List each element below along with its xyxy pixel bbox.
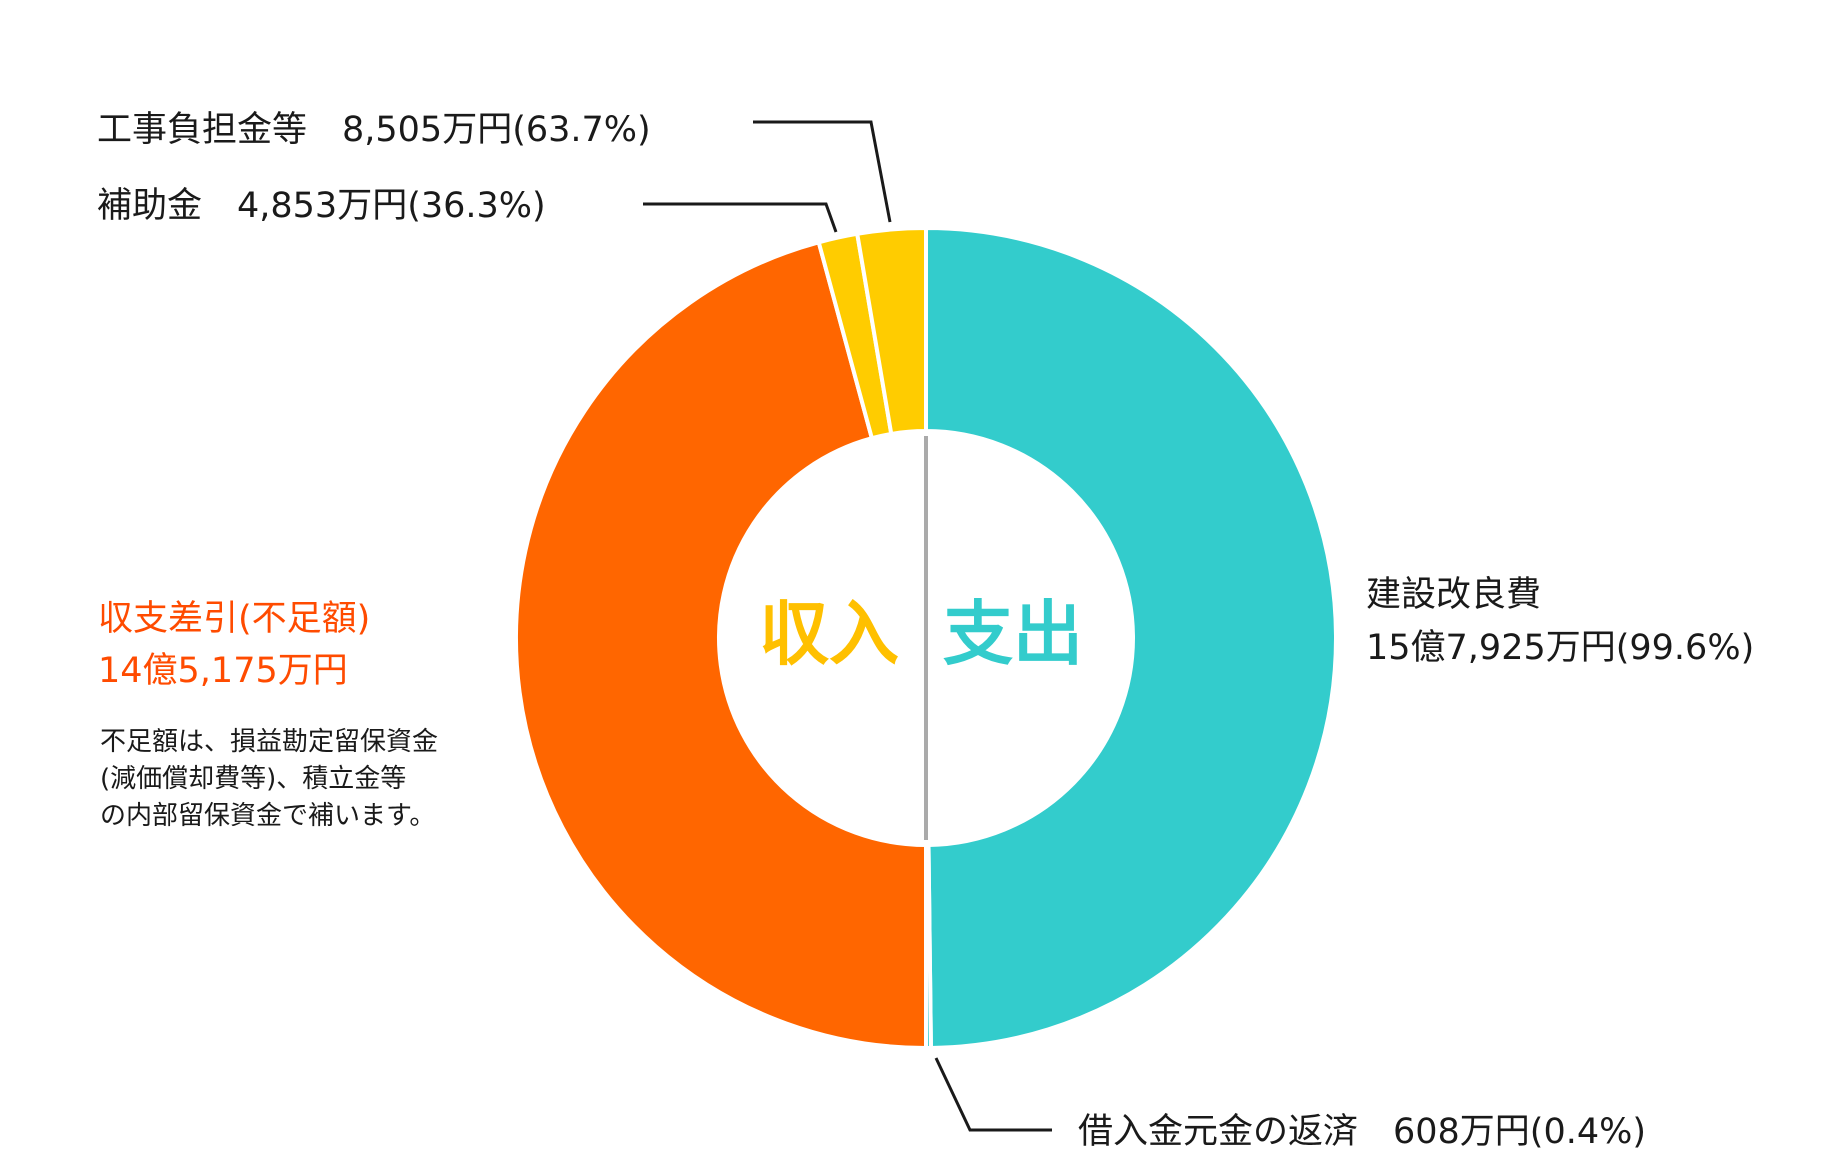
leader-line-subsidy bbox=[643, 202, 838, 233]
label-subsidy: 補助金 4,853万円(36.3%) bbox=[97, 186, 546, 226]
label-deficit-title: 収支差引(不足額) bbox=[98, 599, 370, 639]
leader-line-construction-burden bbox=[753, 120, 892, 223]
note-line-1: 不足額は、損益勘定留保資金 bbox=[100, 727, 438, 757]
label-construction-cost-title: 建設改良費 bbox=[1366, 575, 1541, 615]
label-construction-burden: 工事負担金等 8,505万円(63.7%) bbox=[97, 110, 651, 150]
donut-slices bbox=[514, 225, 1338, 1051]
leader-line-loan-repayment bbox=[934, 1057, 1052, 1132]
slice-construction-burden bbox=[854, 225, 928, 437]
slice-deficit bbox=[514, 239, 928, 1051]
note-line-3: の内部留保資金で補います。 bbox=[100, 801, 435, 831]
label-deficit-value: 14億5,175万円 bbox=[98, 651, 348, 691]
slice-construction-cost bbox=[924, 225, 1338, 1050]
center-label-expense: 支出 bbox=[943, 593, 1083, 675]
center-label-income: 収入 bbox=[759, 593, 899, 675]
note-line-2: (減価償却費等)、積立金等 bbox=[100, 764, 406, 794]
label-construction-cost-value: 15億7,925万円(99.6%) bbox=[1366, 628, 1754, 668]
label-loan-repayment: 借入金元金の返済 608万円(0.4%) bbox=[1078, 1112, 1646, 1152]
